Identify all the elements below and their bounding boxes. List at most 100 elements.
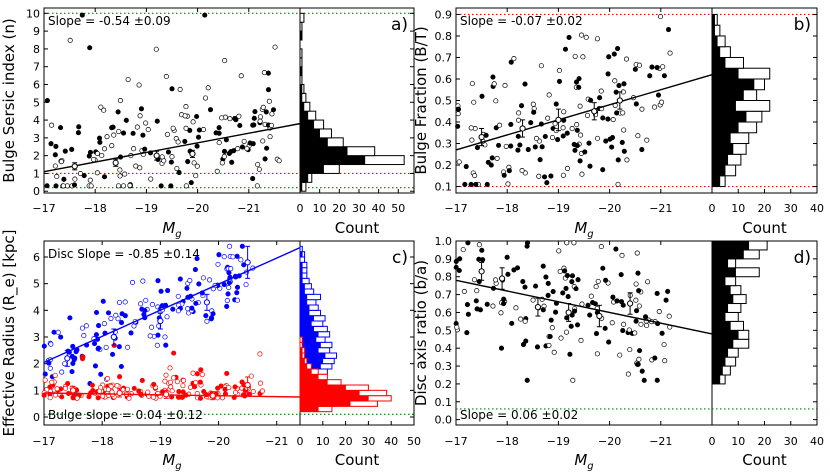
data-point: [70, 343, 76, 350]
data-point: [465, 311, 471, 317]
data-point: [41, 392, 47, 398]
binned-mean: [112, 159, 119, 166]
data-point: [492, 277, 499, 283]
data-point: [551, 349, 557, 355]
data-point: [197, 379, 203, 385]
data-point: [202, 12, 208, 18]
data-point: [187, 384, 193, 390]
data-point: [570, 377, 576, 383]
data-point: [609, 320, 615, 326]
data-point: [645, 279, 651, 285]
data-point: [105, 376, 111, 382]
hist-bar-filled: [299, 101, 305, 112]
data-point: [661, 73, 667, 79]
hist-bar-filled: [299, 326, 314, 332]
data-point: [494, 155, 500, 161]
data-point: [595, 278, 601, 284]
hist-bar-filled: [299, 119, 315, 130]
data-point: [647, 73, 653, 79]
hist-bar-filled: [299, 182, 303, 192]
data-point: [241, 138, 247, 144]
y-tick-label: 1: [33, 167, 40, 180]
data-point: [101, 321, 107, 327]
data-point: [118, 363, 124, 370]
hist-bar-filled: [299, 294, 308, 300]
hist-x-tick-label: 0: [297, 435, 304, 448]
data-point: [189, 305, 195, 311]
hist-bar-filled: [299, 352, 303, 359]
hist-axis-label: Count: [335, 219, 380, 237]
hist-bar-filled: [711, 46, 721, 58]
data-point: [639, 368, 645, 374]
hist-bar-filled: [711, 267, 736, 278]
data-point: [80, 354, 86, 360]
hist-bar-filled: [299, 384, 346, 391]
data-point: [168, 183, 174, 189]
hist-bar-filled: [299, 379, 328, 386]
data-point: [261, 70, 267, 76]
data-point: [546, 342, 552, 348]
data-point: [125, 344, 131, 350]
y-tick-label: 0.3: [435, 360, 453, 373]
data-point: [163, 372, 169, 378]
data-point: [545, 280, 551, 286]
hist-bar-filled: [711, 276, 726, 286]
data-point: [232, 384, 238, 390]
data-point: [520, 279, 526, 285]
x-tick-label: −17: [32, 435, 55, 448]
data-point: [265, 87, 272, 93]
data-point: [543, 274, 549, 280]
data-point: [661, 342, 667, 348]
panel-a: 0 1 2 3 4 5 6 7 8 9 10 −17 −18 −19 −20 −21 0 10 20 30 40 50 Mg…: [0, 7, 415, 240]
data-point: [549, 325, 555, 331]
data-point: [51, 329, 57, 335]
hist-bar-filled: [711, 374, 721, 385]
y-tick-label: 6: [33, 78, 40, 91]
data-point: [117, 98, 123, 104]
y-tick-label: 0.7: [435, 51, 453, 64]
data-point: [606, 339, 612, 345]
data-point: [520, 341, 527, 348]
data-point: [83, 323, 89, 329]
data-point: [122, 171, 128, 177]
hist-x-tick-label: 40: [384, 435, 398, 448]
data-point: [44, 183, 50, 189]
data-point: [138, 106, 144, 112]
data-point: [636, 62, 643, 68]
data-point: [115, 109, 121, 115]
data-point: [558, 335, 564, 341]
data-point: [549, 134, 556, 141]
data-point: [542, 174, 548, 180]
data-point: [185, 306, 191, 312]
data-point: [600, 115, 606, 121]
binned-mean: [591, 108, 598, 115]
data-point: [87, 177, 93, 183]
y-tick-label: 5: [33, 96, 40, 109]
data-point: [633, 101, 639, 107]
data-point: [663, 297, 669, 303]
data-point: [579, 171, 585, 177]
data-point: [493, 98, 499, 104]
y-tick-label: 3: [33, 132, 40, 145]
data-point: [539, 144, 545, 150]
data-point: [110, 351, 116, 357]
data-point: [118, 320, 125, 326]
x-tick-label: −21: [237, 202, 260, 215]
hist-bar-filled: [711, 365, 723, 376]
data-point: [145, 389, 151, 395]
data-point: [615, 45, 621, 52]
data-point: [54, 173, 60, 180]
data-point: [162, 334, 168, 340]
data-point: [584, 112, 590, 118]
y-tick-label: 7: [33, 61, 40, 74]
data-point: [462, 181, 468, 187]
data-point: [533, 283, 539, 289]
data-point: [618, 272, 624, 278]
data-point: [626, 327, 632, 333]
data-point: [126, 395, 132, 401]
data-point: [270, 107, 277, 113]
data-point: [91, 341, 98, 347]
x-axis-label: Mg: [162, 451, 181, 472]
y-tick-label: 0.9: [435, 253, 453, 266]
binned-mean: [163, 391, 170, 398]
